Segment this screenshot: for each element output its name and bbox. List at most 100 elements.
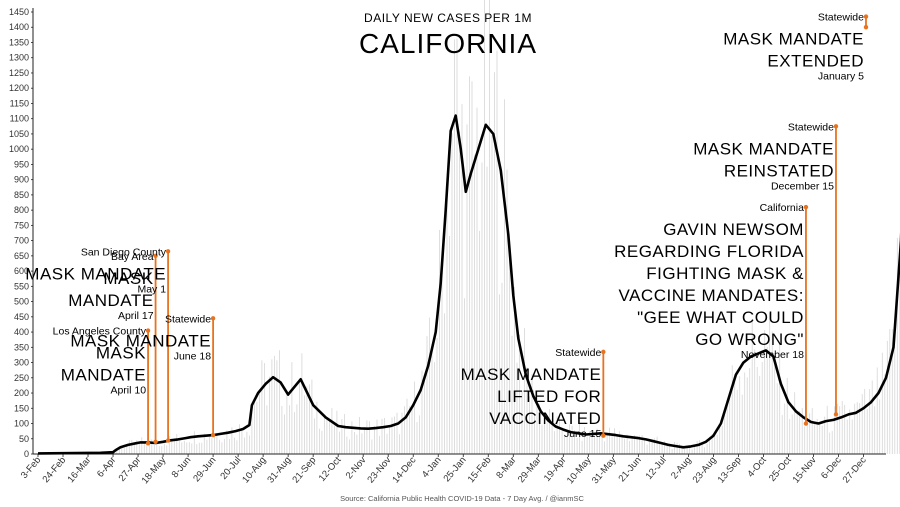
- annotation-dot: [803, 421, 809, 426]
- x-tick-label: 13-Sep: [716, 455, 744, 486]
- annotation-date: January 5: [818, 71, 864, 83]
- x-tick-label: 29-Jun: [191, 455, 218, 484]
- annotation-region: Statewide: [555, 347, 601, 359]
- annotation-region: Los Angeles County: [53, 326, 147, 338]
- annotation-headline: MASK MANDATE: [693, 139, 834, 158]
- y-tick-label: 600: [14, 266, 29, 276]
- x-tick-label: 15-Feb: [466, 455, 494, 485]
- annotation-dot: [803, 204, 809, 210]
- x-tick-label: 27-Dec: [841, 455, 869, 486]
- y-tick-label: 0: [24, 449, 29, 459]
- annotation-dot: [145, 441, 151, 446]
- annotation-date: November 18: [741, 349, 804, 361]
- x-tick-label: 6-Apr: [95, 455, 118, 480]
- annotation-headline: MASK: [96, 344, 146, 363]
- annotation-headline: VACCINATED: [489, 409, 601, 428]
- annotation-headline: MASK MANDATE: [461, 365, 602, 384]
- y-tick-label: 400: [14, 327, 29, 337]
- annotation-6: Statewide MASK MANDATE REINSTATEDDecember …: [693, 121, 839, 417]
- annotation-dot: [601, 433, 606, 438]
- annotation-region: Statewide: [788, 121, 834, 133]
- x-tick-label: 14-Dec: [390, 455, 418, 486]
- annotation-date: May 1: [137, 283, 166, 295]
- annotation-date: June 18: [174, 350, 212, 362]
- x-tick-label: 10-May: [565, 455, 594, 487]
- annotation-dot: [153, 439, 158, 445]
- y-tick-label: 900: [14, 175, 29, 185]
- annotation-headline: REGARDING FLORIDA: [614, 242, 804, 261]
- annotation-region: California: [760, 202, 805, 214]
- x-tick-label: 31-Aug: [265, 455, 293, 486]
- x-tick-label: 31-May: [590, 455, 619, 487]
- annotation-headline: "GEE WHAT COULD: [637, 308, 804, 327]
- y-tick-label: 700: [14, 236, 29, 246]
- annotation-4: Statewide MASK MANDATE LIFTED FOR VACCINATE…: [461, 347, 606, 440]
- y-tick-label: 100: [14, 419, 29, 429]
- annotation-headline: MASK: [103, 269, 153, 288]
- x-tick-label: 2-Aug: [669, 455, 694, 481]
- x-tick-label: 4-Oct: [745, 455, 769, 480]
- annotation-dot: [863, 25, 869, 30]
- annotation-headline: LIFTED FOR: [497, 387, 601, 406]
- x-tick-label: 10-Aug: [240, 455, 268, 486]
- x-tick-label: 4-Jan: [420, 455, 444, 480]
- annotation-dot: [863, 14, 869, 19]
- x-tick-label: 15-Nov: [791, 455, 819, 486]
- annotation-region: San Diego County: [81, 246, 167, 258]
- y-tick-label: 250: [14, 373, 29, 383]
- y-tick-label: 1450: [9, 7, 29, 17]
- y-tick-label: 550: [14, 281, 29, 291]
- annotation-dot: [210, 316, 216, 321]
- annotation-headline: GAVIN NEWSOM: [663, 220, 804, 239]
- x-tick-label: 25-Oct: [767, 455, 794, 484]
- chart-title: CALIFORNIA: [359, 28, 537, 59]
- y-tick-label: 300: [14, 358, 29, 368]
- annotation-dot: [165, 438, 171, 443]
- annotation-headline: GO WRONG": [695, 330, 804, 349]
- y-tick-label: 350: [14, 342, 29, 352]
- x-tick-label: 24-Feb: [41, 455, 69, 485]
- y-tick-label: 750: [14, 220, 29, 230]
- annotation-region: Statewide: [165, 313, 211, 325]
- y-tick-label: 200: [14, 388, 29, 398]
- y-tick-label: 1350: [9, 37, 29, 47]
- x-tick-label: 12-Jul: [644, 455, 669, 482]
- x-tick-label: 2-Nov: [344, 455, 369, 482]
- annotation-dot: [833, 412, 839, 417]
- annotation-5: California GAVIN NEWSOM REGARDING FLORIDA F…: [614, 202, 809, 426]
- annotation-headline: MANDATE: [61, 366, 146, 385]
- y-tick-label: 850: [14, 190, 29, 200]
- x-tick-label: 18-May: [140, 455, 169, 487]
- annotation-2: San Diego County MASK MANDATE May 1: [25, 246, 171, 443]
- x-tick-label: 8-Mar: [494, 455, 518, 481]
- x-tick-label: 25-Jan: [441, 455, 468, 484]
- x-tick-label: 21-Sep: [290, 455, 318, 486]
- x-tick-label: 23-Aug: [691, 455, 719, 486]
- chart-subtitle: DAILY NEW CASES PER 1M: [364, 11, 532, 25]
- y-tick-label: 1200: [9, 83, 29, 93]
- y-axis: 0 50 100 150 200 250 300 350 400 450 500 550 600 650 7…: [9, 7, 34, 459]
- annotation-date: December 15: [771, 180, 834, 192]
- annotation-dot: [833, 124, 839, 129]
- annotation-date: April 10: [110, 385, 146, 397]
- x-tick-label: 29-Mar: [516, 455, 544, 485]
- y-tick-label: 450: [14, 312, 29, 322]
- annotation-region: Bay Area: [111, 251, 154, 263]
- annotation-headline: REINSTATED: [724, 161, 834, 180]
- annotation-headline: MASK MANDATE: [723, 30, 864, 49]
- annotation-dot: [165, 249, 171, 254]
- y-tick-label: 150: [14, 403, 29, 413]
- y-tick-label: 1050: [9, 129, 29, 139]
- x-tick-label: 3-Feb: [19, 455, 43, 481]
- annotation-region: Statewide: [818, 12, 864, 24]
- y-tick-label: 1400: [9, 22, 29, 32]
- x-tick-label: 16-Mar: [66, 455, 94, 485]
- annotation-dot: [601, 349, 606, 355]
